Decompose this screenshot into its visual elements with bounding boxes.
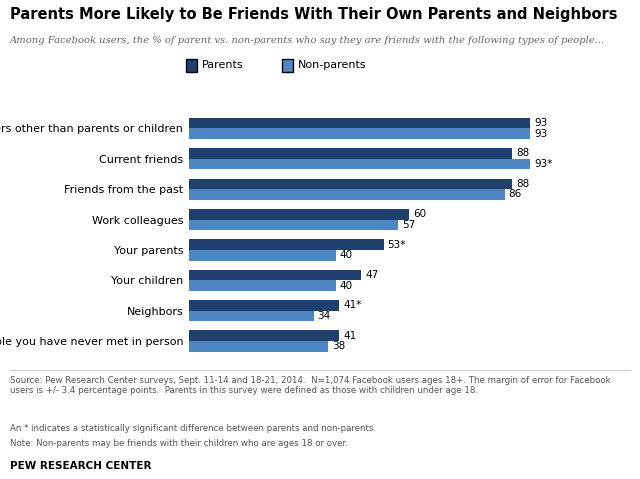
Text: 47: 47 bbox=[365, 270, 378, 280]
Text: 38: 38 bbox=[332, 342, 346, 351]
Text: 41: 41 bbox=[343, 331, 356, 341]
Bar bbox=[189, 270, 362, 280]
Bar bbox=[189, 300, 339, 311]
Text: 53*: 53* bbox=[387, 240, 406, 250]
Bar bbox=[189, 341, 328, 352]
Bar bbox=[189, 189, 505, 200]
Bar bbox=[189, 209, 409, 219]
Bar bbox=[189, 118, 531, 128]
Text: Non-parents: Non-parents bbox=[298, 60, 367, 69]
Bar bbox=[189, 148, 512, 159]
Text: Parents: Parents bbox=[202, 60, 244, 69]
Text: Note: Non-parents may be friends with their children who are ages 18 or over.: Note: Non-parents may be friends with th… bbox=[10, 439, 348, 448]
Text: PEW RESEARCH CENTER: PEW RESEARCH CENTER bbox=[10, 461, 151, 471]
Bar bbox=[189, 250, 336, 261]
Text: Source: Pew Research Center surveys, Sept. 11-14 and 18-21, 2014.  N=1,074 Faceb: Source: Pew Research Center surveys, Sep… bbox=[10, 376, 610, 396]
Bar bbox=[189, 311, 314, 321]
Text: 57: 57 bbox=[402, 220, 415, 230]
Bar bbox=[189, 219, 398, 230]
Bar bbox=[189, 331, 339, 341]
Bar bbox=[189, 280, 336, 291]
Text: 60: 60 bbox=[413, 209, 426, 219]
Bar bbox=[189, 128, 531, 139]
Text: 93: 93 bbox=[534, 118, 547, 128]
Text: 93*: 93* bbox=[534, 159, 552, 169]
Text: An * indicates a statistically significant difference between parents and non-pa: An * indicates a statistically significa… bbox=[10, 424, 376, 433]
Bar bbox=[189, 240, 383, 250]
Text: 86: 86 bbox=[508, 190, 522, 199]
Text: 40: 40 bbox=[339, 281, 353, 291]
Text: 88: 88 bbox=[516, 148, 529, 159]
Text: 93: 93 bbox=[534, 129, 547, 139]
Bar bbox=[189, 159, 531, 170]
Text: Among Facebook users, the % of parent vs. non-parents who say they are friends w: Among Facebook users, the % of parent vs… bbox=[10, 36, 605, 45]
Text: 41*: 41* bbox=[343, 300, 362, 310]
Text: 40: 40 bbox=[339, 250, 353, 260]
Text: Parents More Likely to Be Friends With Their Own Parents and Neighbors: Parents More Likely to Be Friends With T… bbox=[10, 7, 617, 22]
Bar bbox=[189, 179, 512, 189]
Text: 34: 34 bbox=[317, 311, 331, 321]
Text: 88: 88 bbox=[516, 179, 529, 189]
